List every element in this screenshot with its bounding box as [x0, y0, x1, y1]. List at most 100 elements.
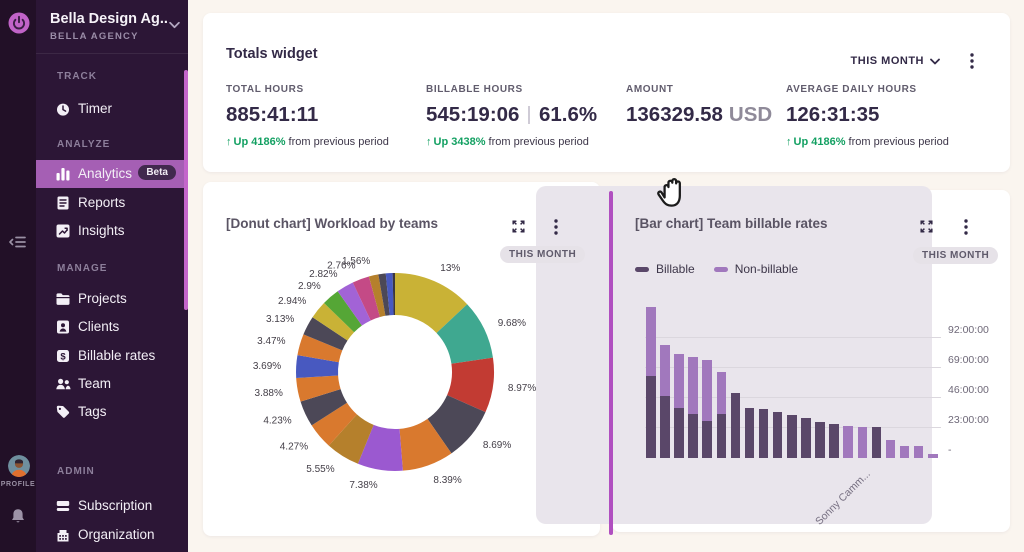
bar-non-billable-segment[interactable] — [913, 445, 924, 458]
stat-average-daily-hours: AVERAGE DAILY HOURS 126:31:35 ↑ Up 4186% … — [786, 84, 949, 148]
donut-slice[interactable] — [392, 273, 395, 316]
value-divider — [528, 106, 530, 124]
bar-billable-segment[interactable] — [871, 427, 882, 458]
bar-chart-legend: Billable Non-billable — [635, 262, 798, 276]
y-axis-tick-label: - — [948, 444, 952, 456]
donut-slice[interactable] — [352, 276, 380, 321]
donut-slice-label: 8.69% — [483, 440, 511, 451]
bar-non-billable-segment[interactable] — [702, 360, 712, 421]
sidebar-item-timer[interactable]: Timer — [36, 95, 188, 123]
toggl-power-logo-icon[interactable] — [8, 12, 30, 34]
expand-widget-icon[interactable] — [920, 220, 934, 234]
bar-kebab-menu-icon[interactable] — [964, 219, 970, 235]
period-selector-dropdown[interactable]: THIS MONTH — [851, 55, 940, 67]
workload-donut-chart: 13% 9.68% 8.97% 8.69% 8.39% 7.38% 5.55% 4.27% 4.… — [253, 256, 537, 491]
section-track: TRACK — [57, 71, 97, 82]
donut-slice[interactable] — [328, 414, 374, 464]
bar-billable-segment[interactable] — [829, 424, 839, 458]
donut-slice-label: 3.13% — [266, 314, 294, 325]
donut-slice[interactable] — [368, 274, 386, 318]
donut-slice[interactable] — [296, 375, 341, 402]
organization-building-icon — [55, 527, 71, 543]
donut-slice-label: 2.76% — [327, 261, 355, 272]
notifications-bell-icon[interactable] — [9, 507, 27, 525]
bar-non-billable-segment[interactable] — [857, 426, 867, 458]
bar-billable-segment[interactable] — [660, 396, 670, 458]
left-rail: PROFILE — [0, 0, 36, 552]
donut-slice[interactable] — [447, 357, 494, 413]
bar-billable-segment[interactable] — [674, 407, 684, 458]
bar-billable-segment[interactable] — [702, 420, 712, 458]
donut-slice-label: 8.39% — [433, 475, 461, 486]
donut-slice[interactable] — [357, 424, 403, 471]
bar-billable-segment[interactable] — [758, 409, 769, 458]
bar-billable-segment[interactable] — [815, 421, 825, 458]
stat-billable-hours: BILLABLE HOURS 545:19:06 61.6% ↑ Up 3438% … — [426, 84, 598, 148]
y-axis-tick-label: 92:00:00 — [948, 324, 989, 336]
donut-card-title: [Donut chart] Workload by teams — [226, 216, 439, 231]
bar-billable-segment[interactable] — [730, 393, 741, 458]
bar-billable-segment[interactable] — [787, 415, 797, 458]
sidebar-item-reports[interactable]: Reports — [36, 189, 188, 217]
bar-billable-segment[interactable] — [646, 375, 656, 458]
subscription-card-icon — [55, 498, 71, 514]
bar-billable-segment[interactable] — [744, 407, 755, 458]
donut-kebab-menu-icon[interactable] — [554, 219, 560, 235]
collapse-sidebar-icon[interactable] — [8, 232, 28, 252]
bar-billable-segment[interactable] — [801, 418, 811, 458]
sidebar-item-subscription[interactable]: Subscription — [36, 492, 188, 520]
bar-billable-segment[interactable] — [688, 414, 698, 458]
bar-billable-segment[interactable] — [716, 413, 726, 458]
donut-period-badge: THIS MONTH — [500, 246, 586, 263]
bar-non-billable-segment[interactable] — [899, 445, 910, 458]
hand-cursor — [652, 170, 694, 221]
up-arrow-icon: ↑ — [226, 136, 232, 148]
team-billable-rates-bar-plot — [645, 230, 941, 458]
sidebar-scrollbar[interactable] — [184, 70, 188, 310]
bar-non-billable-segment[interactable] — [928, 454, 938, 458]
drag-ghost-placeholder — [536, 186, 932, 524]
bar-non-billable-segment[interactable] — [716, 372, 726, 414]
donut-slice[interactable] — [399, 418, 452, 471]
sidebar-item-team[interactable]: Team — [36, 370, 188, 398]
totals-kebab-menu-icon[interactable] — [970, 53, 976, 69]
clients-icon — [55, 319, 71, 335]
donut-slice[interactable] — [312, 303, 355, 341]
bar-non-billable-segment[interactable] — [646, 307, 656, 376]
bar-billable-segment[interactable] — [772, 411, 783, 458]
sidebar-item-clients[interactable]: Clients — [36, 313, 188, 341]
sidebar-item-insights[interactable]: Insights — [36, 217, 188, 245]
profile-avatar[interactable] — [8, 455, 30, 477]
sidebar-item-billable-rates[interactable]: $ Billable rates — [36, 342, 188, 370]
sidebar-item-analytics[interactable]: Analytics Beta — [36, 160, 188, 188]
donut-slice[interactable] — [303, 317, 348, 351]
donut-slice[interactable] — [427, 395, 486, 454]
timer-icon — [55, 101, 71, 117]
sidebar-item-organization[interactable]: Organization — [36, 521, 188, 549]
profile-label: PROFILE — [0, 481, 36, 488]
bar-non-billable-segment[interactable] — [674, 353, 684, 408]
donut-slice[interactable] — [323, 291, 362, 333]
donut-slice[interactable] — [385, 273, 394, 316]
sidebar-item-projects[interactable]: Projects — [36, 285, 188, 313]
donut-slice[interactable] — [436, 304, 493, 364]
sidebar-item-tags[interactable]: Tags — [36, 398, 188, 426]
bar-non-billable-segment[interactable] — [885, 439, 896, 458]
bar-non-billable-segment[interactable] — [843, 426, 853, 458]
workspace-name: Bella Design Ag... — [50, 11, 168, 27]
donut-slice[interactable] — [378, 273, 390, 316]
expand-widget-icon[interactable] — [512, 220, 526, 234]
bar-non-billable-segment[interactable] — [660, 345, 670, 396]
donut-slice[interactable] — [295, 355, 339, 378]
donut-slice[interactable] — [311, 402, 357, 446]
svg-text:$: $ — [60, 351, 66, 362]
donut-slice[interactable] — [337, 282, 371, 326]
donut-slice[interactable] — [395, 273, 468, 333]
workspace-switcher[interactable]: Bella Design Ag... BELLA AGENCY — [36, 0, 188, 54]
donut-slice[interactable] — [300, 389, 348, 426]
gridline — [645, 337, 941, 338]
bar-non-billable-segment[interactable] — [688, 356, 698, 415]
up-arrow-icon: ↑ — [426, 136, 432, 148]
donut-slice[interactable] — [297, 334, 343, 363]
